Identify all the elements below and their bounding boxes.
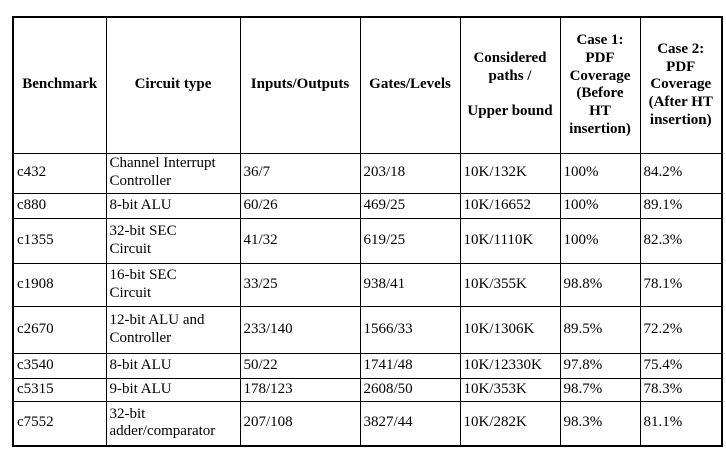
- cell-benchmark: c432: [12, 152, 107, 194]
- table-row: c7552 32-bit adder/comparator 207/108 38…: [12, 400, 723, 447]
- cell-considered-paths: 10K/1306K: [459, 305, 561, 354]
- table-row: c1355 32-bit SEC Circuit 41/32 619/25 10…: [12, 217, 723, 264]
- column-header-benchmark: Benchmark: [12, 16, 107, 154]
- cell-benchmark: c1355: [12, 217, 107, 264]
- cell-circuit-type: 12-bit ALU and Controller: [105, 305, 241, 354]
- cell-gates-levels: 2608/50: [359, 377, 461, 402]
- table-row: c5315 9-bit ALU 178/123 2608/50 10K/353K…: [12, 377, 723, 402]
- cell-case1-coverage: 100%: [559, 192, 641, 219]
- cell-benchmark: c1908: [12, 262, 107, 307]
- cell-considered-paths: 10K/355K: [459, 262, 561, 307]
- cell-case1-coverage: 98.3%: [559, 400, 641, 447]
- cell-considered-paths: 10K/282K: [459, 400, 561, 447]
- cell-gates-levels: 203/18: [359, 152, 461, 194]
- table-row: c2670 12-bit ALU and Controller 233/140 …: [12, 305, 723, 354]
- cell-case1-coverage: 97.8%: [559, 352, 641, 379]
- cell-inputs-outputs: 233/140: [239, 305, 361, 354]
- cell-gates-levels: 469/25: [359, 192, 461, 219]
- column-header-case2-coverage: Case 2: PDF Coverage (After HT insertion…: [639, 16, 723, 154]
- table-row: c880 8-bit ALU 60/26 469/25 10K/16652 10…: [12, 192, 723, 219]
- cell-case1-coverage: 98.7%: [559, 377, 641, 402]
- cell-case2-coverage: 84.2%: [639, 152, 723, 194]
- cell-gates-levels: 3827/44: [359, 400, 461, 447]
- cell-inputs-outputs: 60/26: [239, 192, 361, 219]
- cell-case2-coverage: 81.1%: [639, 400, 723, 447]
- cell-case2-coverage: 82.3%: [639, 217, 723, 264]
- cell-gates-levels: 619/25: [359, 217, 461, 264]
- benchmark-comparison-table: Benchmark Circuit type Inputs/Outputs Ga…: [12, 16, 723, 447]
- cell-circuit-type: 32-bit SEC Circuit: [105, 217, 241, 264]
- table-row: c3540 8-bit ALU 50/22 1741/48 10K/12330K…: [12, 352, 723, 379]
- cell-gates-levels: 1566/33: [359, 305, 461, 354]
- column-header-gates-levels: Gates/Levels: [359, 16, 461, 154]
- column-header-inputs-outputs: Inputs/Outputs: [239, 16, 361, 154]
- cell-inputs-outputs: 36/7: [239, 152, 361, 194]
- table-row: c1908 16-bit SEC Circuit 33/25 938/41 10…: [12, 262, 723, 307]
- cell-inputs-outputs: 41/32: [239, 217, 361, 264]
- header-row: Benchmark Circuit type Inputs/Outputs Ga…: [12, 16, 723, 154]
- cell-inputs-outputs: 207/108: [239, 400, 361, 447]
- table-row: c432 Channel Interrupt Controller 36/7 2…: [12, 152, 723, 194]
- cell-gates-levels: 938/41: [359, 262, 461, 307]
- column-header-case1-coverage: Case 1: PDF Coverage (Before HT insertio…: [559, 16, 641, 154]
- cell-considered-paths: 10K/132K: [459, 152, 561, 194]
- benchmark-table-container: Benchmark Circuit type Inputs/Outputs Ga…: [12, 16, 723, 447]
- cell-inputs-outputs: 50/22: [239, 352, 361, 379]
- cell-circuit-type: Channel Interrupt Controller: [105, 152, 241, 194]
- column-header-considered-paths: Considered paths / Upper bound: [459, 16, 561, 154]
- cell-case1-coverage: 100%: [559, 217, 641, 264]
- cell-case1-coverage: 100%: [559, 152, 641, 194]
- cell-case2-coverage: 75.4%: [639, 352, 723, 379]
- cell-circuit-type: 8-bit ALU: [105, 352, 241, 379]
- column-header-circuit-type: Circuit type: [105, 16, 241, 154]
- cell-circuit-type: 8-bit ALU: [105, 192, 241, 219]
- cell-inputs-outputs: 178/123: [239, 377, 361, 402]
- cell-benchmark: c3540: [12, 352, 107, 379]
- cell-considered-paths: 10K/353K: [459, 377, 561, 402]
- cell-considered-paths: 10K/16652: [459, 192, 561, 219]
- cell-benchmark: c7552: [12, 400, 107, 447]
- cell-inputs-outputs: 33/25: [239, 262, 361, 307]
- cell-case1-coverage: 98.8%: [559, 262, 641, 307]
- cell-gates-levels: 1741/48: [359, 352, 461, 379]
- cell-benchmark: c2670: [12, 305, 107, 354]
- cell-benchmark: c5315: [12, 377, 107, 402]
- cell-considered-paths: 10K/12330K: [459, 352, 561, 379]
- cell-circuit-type: 9-bit ALU: [105, 377, 241, 402]
- cell-circuit-type: 32-bit adder/comparator: [105, 400, 241, 447]
- cell-circuit-type: 16-bit SEC Circuit: [105, 262, 241, 307]
- cell-considered-paths: 10K/1110K: [459, 217, 561, 264]
- cell-case2-coverage: 89.1%: [639, 192, 723, 219]
- cell-case2-coverage: 78.1%: [639, 262, 723, 307]
- cell-case2-coverage: 78.3%: [639, 377, 723, 402]
- cell-case2-coverage: 72.2%: [639, 305, 723, 354]
- cell-case1-coverage: 89.5%: [559, 305, 641, 354]
- cell-benchmark: c880: [12, 192, 107, 219]
